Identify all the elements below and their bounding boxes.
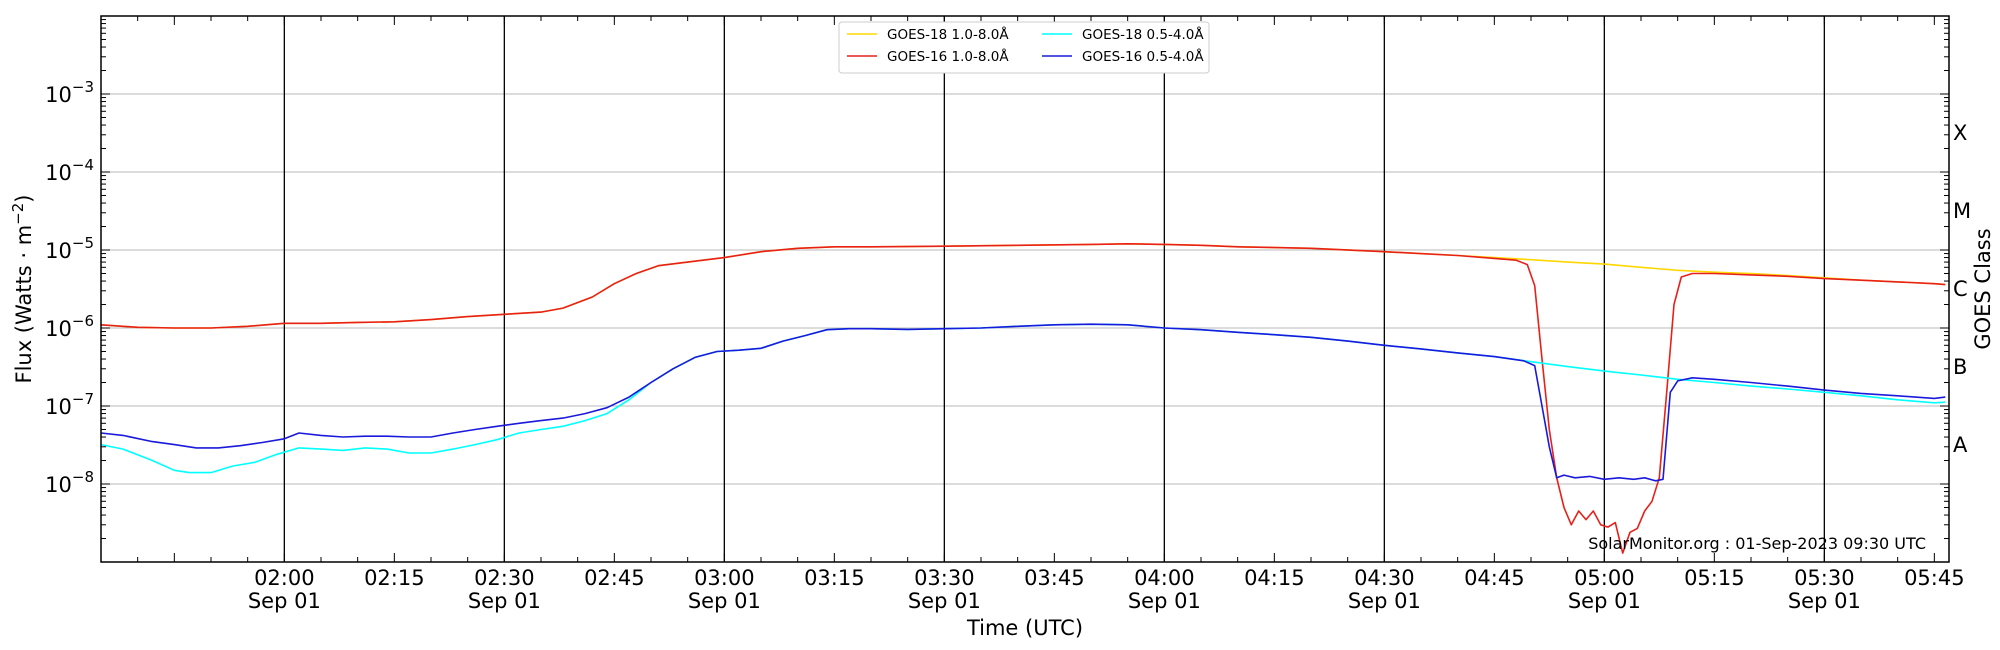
goes-class-label: M	[1953, 199, 1971, 223]
y-tick-label-base: 10	[45, 161, 72, 185]
x-tick-date-label: Sep 01	[248, 589, 321, 613]
source-annotation: SolarMonitor.org : 01-Sep-2023 09:30 UTC	[1588, 534, 1926, 553]
x-tick-label: 02:30	[474, 566, 535, 590]
x-tick-label: 03:30	[914, 566, 975, 590]
goes-class-label: A	[1953, 433, 1968, 457]
y-axis-title-main: Flux (Watts · m	[12, 225, 36, 384]
y-tick-label: 10−3	[45, 78, 94, 107]
y-tick-label: 10−6	[45, 312, 94, 341]
x-tick-label: 03:45	[1024, 566, 1085, 590]
y-tick-label-exponent: −3	[72, 78, 94, 96]
y-axis-title-exponent: −2	[9, 203, 27, 225]
x-tick-date-label: Sep 01	[1568, 589, 1641, 613]
x-tick-label: 02:00	[254, 566, 315, 590]
legend-label: GOES-18 0.5-4.0Å	[1082, 26, 1204, 43]
legend-label: GOES-16 0.5-4.0Å	[1082, 48, 1204, 65]
y-tick-label: 10−8	[45, 468, 94, 497]
y-tick-label-exponent: −4	[72, 156, 94, 174]
x-tick-date-label: Sep 01	[688, 589, 761, 613]
goes-class-label: X	[1953, 121, 1967, 145]
x-tick-label: 02:15	[364, 566, 425, 590]
x-tick-label: 05:00	[1574, 566, 1635, 590]
goes-class-label: B	[1953, 355, 1967, 379]
legend-label: GOES-16 1.0-8.0Å	[887, 48, 1009, 65]
y-tick-label-base: 10	[45, 395, 72, 419]
y-axis-title: Flux (Watts · m−2)	[9, 194, 36, 383]
x-tick-label: 04:30	[1354, 566, 1415, 590]
legend-box	[838, 21, 1210, 74]
y-tick-label: 10−4	[45, 156, 94, 185]
plot-frame	[100, 15, 1950, 563]
x-tick-label: 04:15	[1244, 566, 1305, 590]
x-tick-label: 05:45	[1904, 566, 1965, 590]
goes-class-label: C	[1953, 277, 1968, 301]
y-tick-label-exponent: −7	[72, 390, 94, 408]
x-axis-title: Time (UTC)	[966, 616, 1083, 640]
legend-label: GOES-18 1.0-8.0Å	[887, 26, 1009, 43]
y-tick-label-exponent: −8	[72, 468, 94, 486]
y-tick-label: 10−5	[45, 234, 94, 263]
y-tick-label-exponent: −5	[72, 234, 94, 252]
x-tick-date-label: Sep 01	[1788, 589, 1861, 613]
x-tick-date-label: Sep 01	[1348, 589, 1421, 613]
x-tick-label: 04:45	[1464, 566, 1525, 590]
x-tick-label: 02:45	[584, 566, 645, 590]
y-tick-label-base: 10	[45, 473, 72, 497]
y-tick-label-base: 10	[45, 83, 72, 107]
y-tick-label-base: 10	[45, 239, 72, 263]
y-tick-label-base: 10	[45, 317, 72, 341]
series-layer	[100, 243, 1946, 554]
x-tick-date-label: Sep 01	[1128, 589, 1201, 613]
x-tick-label: 05:30	[1794, 566, 1855, 590]
x-tick-date-label: Sep 01	[468, 589, 541, 613]
legend: GOES-18 1.0-8.0Å GOES-16 1.0-8.0Å GOES-18 …	[838, 21, 1210, 74]
series-line	[100, 323, 1946, 482]
x-tick-label: 03:15	[804, 566, 865, 590]
y-tick-label: 10−7	[45, 390, 94, 419]
x-tick-label: 04:00	[1134, 566, 1195, 590]
goes-class-axis-title: GOES Class	[1971, 228, 1995, 349]
grid-layer	[101, 16, 1949, 562]
x-tick-label: 03:00	[694, 566, 755, 590]
x-tick-label: 05:15	[1684, 566, 1745, 590]
series-line	[100, 243, 1946, 554]
y-tick-label-exponent: −6	[72, 312, 94, 330]
x-tick-date-label: Sep 01	[908, 589, 981, 613]
y-axis-title-close: )	[12, 194, 36, 202]
